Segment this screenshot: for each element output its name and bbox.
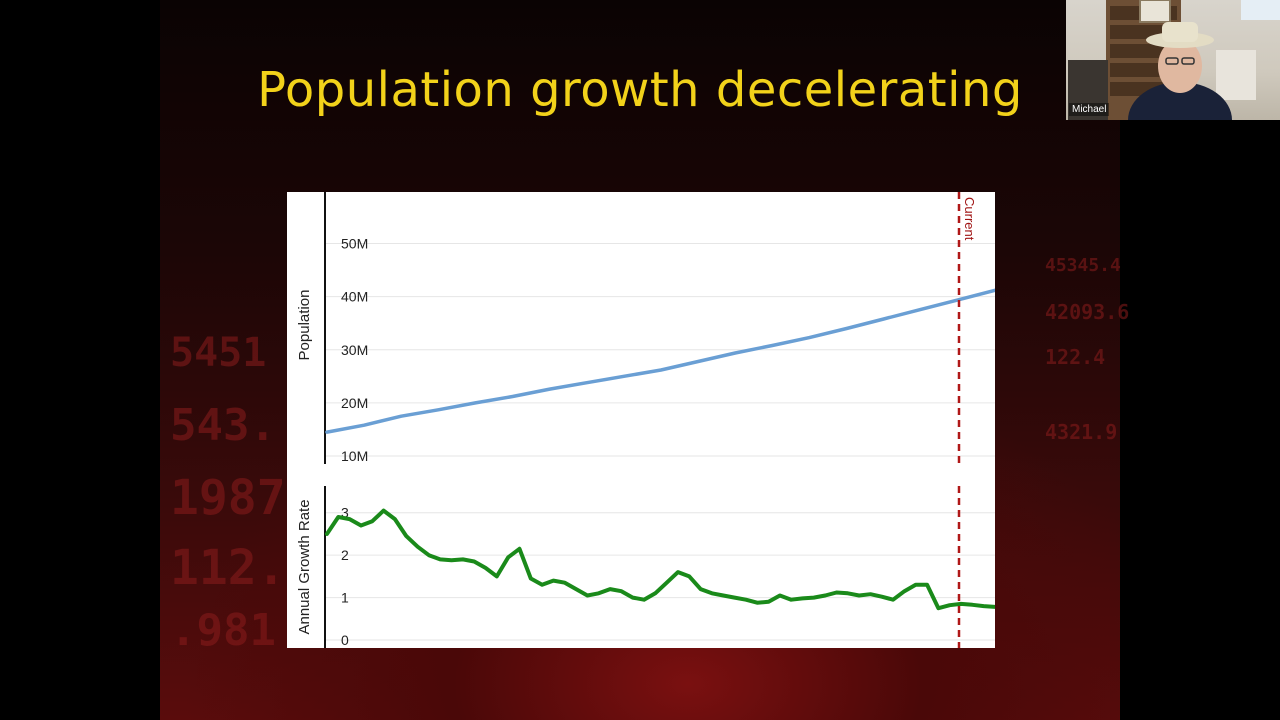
y-tick-label: 30M (341, 342, 368, 358)
y-tick-label: 20M (341, 395, 368, 411)
presenter-name-label: Michael (1069, 103, 1110, 116)
background-ticker: 5451 (170, 330, 267, 376)
y-tick-label: 3 (341, 505, 349, 521)
y-tick-label: 40M (341, 289, 368, 305)
y-tick-label: 1 (341, 590, 349, 606)
growth-rate-series-line (325, 508, 995, 611)
background-ticker: .981 (170, 605, 276, 656)
population-series-line (325, 288, 995, 434)
webcam-video (1068, 0, 1280, 120)
current-marker-label: Current (962, 197, 977, 241)
background-ticker: 122.4 (1045, 345, 1106, 369)
background-ticker: 45345.4 (1045, 255, 1121, 276)
y-axis-title: Population (296, 290, 313, 361)
background-ticker: 112. (170, 540, 286, 596)
chart-svg: 10M 20M 30M 40M 50M Population 0 1 2 3 Annual Grow… (296, 192, 995, 648)
population-chart-panel: 10M 20M 30M 40M 50M Population 0 1 2 3 Annual Grow… (287, 192, 995, 648)
y-tick-label: 50M (341, 236, 368, 252)
background-ticker: 4321.9 (1045, 420, 1118, 444)
webcam-thumbnail[interactable]: Michael (1066, 0, 1280, 120)
slide-title: Population growth decelerating (257, 62, 1023, 118)
y-tick-label: 10M (341, 448, 368, 464)
background-ticker: 543. (170, 400, 276, 451)
background-ticker: 42093.6 (1045, 300, 1130, 324)
y-tick-label: 2 (341, 547, 349, 563)
y-tick-label: 0 (341, 632, 349, 648)
y-axis-title: Annual Growth Rate (296, 499, 313, 634)
